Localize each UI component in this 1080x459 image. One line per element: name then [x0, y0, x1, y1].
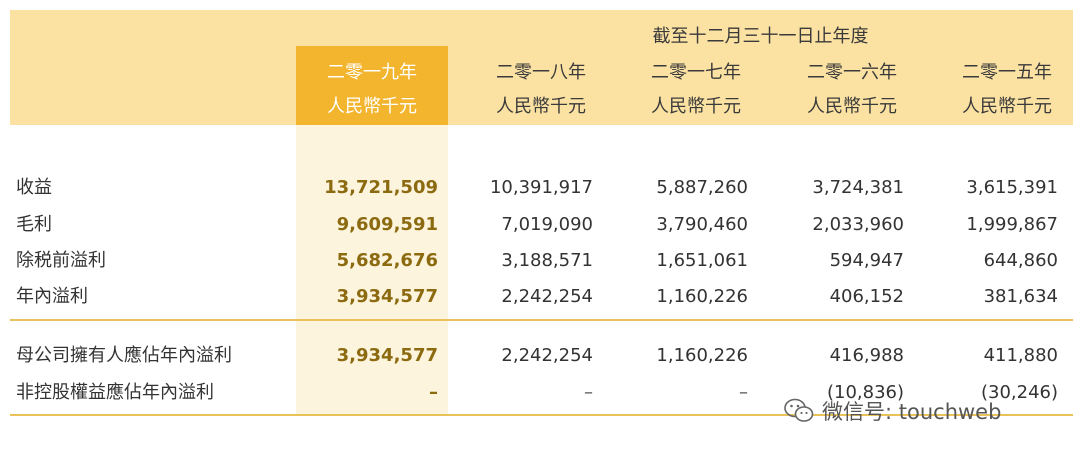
row-label-profit-attributable-parent: 母公司擁有人應佔年內溢利 — [16, 345, 232, 366]
row-label-gross-profit: 毛利 — [16, 214, 52, 235]
row-label-profit-before-tax: 除税前溢利 — [16, 250, 106, 271]
column-unit: 人民幣千元 — [807, 96, 897, 117]
table-cell: 10,391,917 — [489, 177, 593, 198]
row-label-revenue: 收益 — [16, 177, 52, 198]
table-cell: – — [429, 382, 438, 403]
table-cell: 9,609,591 — [336, 214, 438, 235]
table-cell: (30,246) — [980, 382, 1058, 403]
divider-rule — [10, 319, 1073, 321]
table-cell: 2,242,254 — [501, 286, 593, 307]
highlight-column — [296, 125, 448, 415]
table-cell: 5,887,260 — [656, 177, 748, 198]
column-header-2017: 二零一七年 人民幣千元 — [620, 56, 772, 124]
table-cell: 5,682,676 — [336, 250, 438, 271]
table-cell: 3,934,577 — [336, 345, 438, 366]
watermark-text: 微信号: touchweb — [822, 400, 1002, 424]
table-cell: – — [739, 382, 748, 403]
highlight-header — [296, 46, 448, 125]
table-cell: 381,634 — [983, 286, 1058, 307]
table-cell: 406,152 — [829, 286, 904, 307]
table-cell: 1,999,867 — [966, 214, 1058, 235]
column-year: 二零一七年 — [651, 62, 741, 83]
table-cell: (10,836) — [826, 382, 904, 403]
column-year: 二零一六年 — [807, 62, 897, 83]
table-cell: 13,721,509 — [324, 177, 438, 198]
column-header-2015: 二零一五年 人民幣千元 — [931, 56, 1080, 124]
table-cell: 3,188,571 — [501, 250, 593, 271]
table-cell: 1,651,061 — [656, 250, 748, 271]
row-label-profit-attributable-noncontrolling: 非控股權益應佔年內溢利 — [16, 382, 214, 403]
table-cell: 3,724,381 — [812, 177, 904, 198]
table-cell: – — [584, 382, 593, 403]
table-cell: 416,988 — [829, 345, 904, 366]
column-header-2018: 二零一八年 人民幣千元 — [465, 56, 617, 124]
column-unit: 人民幣千元 — [327, 96, 417, 117]
watermark: 微信号: touchweb — [782, 394, 1001, 428]
table-cell: 1,160,226 — [656, 286, 748, 307]
table-cell: 2,033,960 — [812, 214, 904, 235]
column-unit: 人民幣千元 — [962, 96, 1052, 117]
table-cell: 1,160,226 — [656, 345, 748, 366]
row-label-profit-for-year: 年內溢利 — [16, 286, 88, 307]
table-cell: 411,880 — [983, 345, 1058, 366]
table-cell: 3,615,391 — [966, 177, 1058, 198]
column-year: 二零一五年 — [962, 62, 1052, 83]
table-cell: 3,790,460 — [656, 214, 748, 235]
table-cell: 644,860 — [983, 250, 1058, 271]
bottom-rule — [10, 414, 1073, 416]
table-cell: 594,947 — [829, 250, 904, 271]
table-cell: 7,019,090 — [501, 214, 593, 235]
table-cell: 3,934,577 — [336, 286, 438, 307]
table-cell: 2,242,254 — [501, 345, 593, 366]
column-year: 二零一九年 — [327, 62, 417, 83]
column-unit: 人民幣千元 — [651, 96, 741, 117]
period-heading: 截至十二月三十一日止年度 — [652, 26, 869, 47]
column-header-2019: 二零一九年 人民幣千元 — [296, 56, 448, 124]
column-year: 二零一八年 — [496, 62, 586, 83]
wechat-icon — [784, 398, 814, 422]
column-unit: 人民幣千元 — [496, 96, 586, 117]
column-header-2016: 二零一六年 人民幣千元 — [776, 56, 928, 124]
header-band — [10, 10, 1073, 125]
